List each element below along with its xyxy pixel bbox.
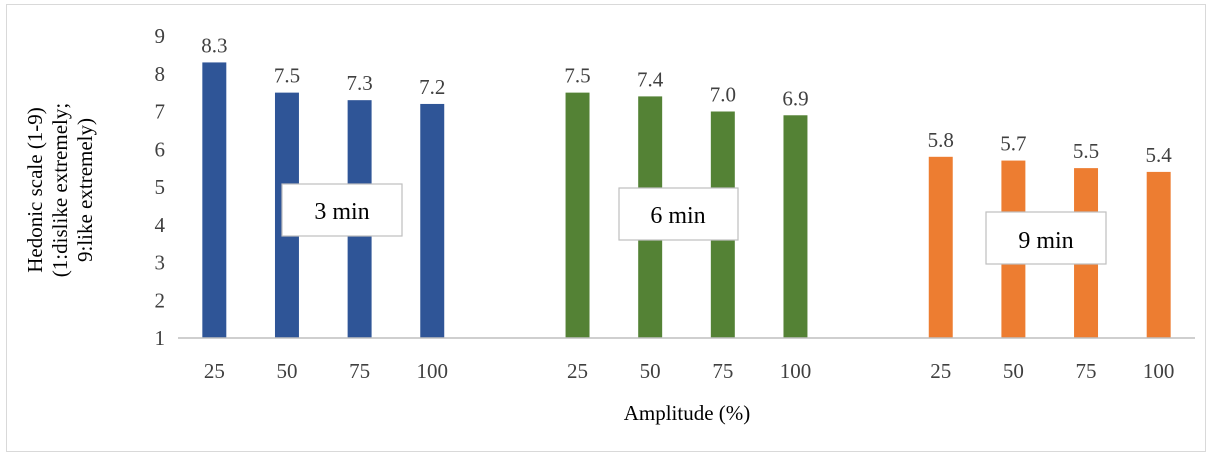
bar <box>420 103 445 338</box>
x-tick-label: 100 <box>780 359 812 383</box>
x-tick-label: 100 <box>1143 359 1175 383</box>
data-label: 7.5 <box>564 64 590 88</box>
data-label: 5.8 <box>928 128 954 152</box>
y-tick-label: 8 <box>155 62 166 86</box>
group-annotation-label: 6 min <box>650 203 705 229</box>
y-tick-label: 2 <box>155 288 166 312</box>
x-tick-label: 75 <box>349 359 370 383</box>
x-tick-label: 100 <box>417 359 449 383</box>
group-annotations: 3 min 6 min 9 min <box>281 183 1107 265</box>
y-tick-label: 1 <box>155 326 166 350</box>
bar <box>202 62 227 339</box>
group-annotation-box <box>618 187 739 241</box>
x-tick-label: 50 <box>640 359 661 383</box>
group-annotation-label: 9 min <box>1018 228 1073 254</box>
data-label: 7.4 <box>637 67 664 91</box>
data-label: 7.2 <box>419 75 445 99</box>
data-label: 5.7 <box>1000 132 1026 156</box>
y-tick-label: 7 <box>155 100 166 124</box>
y-tick-label: 9 <box>155 24 166 48</box>
bar <box>1146 171 1171 338</box>
data-label: 5.4 <box>1146 143 1173 167</box>
y-tick-label: 4 <box>155 213 166 237</box>
x-tick-label: 75 <box>1076 359 1097 383</box>
x-axis-title: Amplitude (%) <box>624 401 751 425</box>
y-axis-title-line-2: (1:dislike extremely; <box>48 103 72 277</box>
bar <box>565 92 590 338</box>
group-annotation-box <box>281 183 403 237</box>
data-label: 6.9 <box>782 86 808 110</box>
bar <box>928 156 953 338</box>
y-tick-label: 3 <box>155 251 166 275</box>
y-axis: 1 2 3 4 5 6 7 8 9 <box>155 24 166 350</box>
x-tick-label: 50 <box>1003 359 1024 383</box>
data-label: 5.5 <box>1073 139 1099 163</box>
y-tick-label: 6 <box>155 137 166 161</box>
x-tick-label: 50 <box>276 359 297 383</box>
group-annotation-label: 3 min <box>314 199 369 225</box>
data-label: 7.3 <box>346 71 372 95</box>
y-tick-label: 5 <box>155 175 166 199</box>
x-tick-label: 25 <box>204 359 225 383</box>
x-tick-label: 75 <box>712 359 733 383</box>
x-tick-label: 25 <box>930 359 951 383</box>
group-annotation-box <box>985 211 1107 265</box>
data-label: 7.5 <box>274 64 300 88</box>
y-axis-title-line-3: 9:like extremely) <box>73 118 97 262</box>
x-tick-label: 25 <box>567 359 588 383</box>
data-label: 7.0 <box>710 83 736 107</box>
x-axis-tick-labels: 25 50 75 100 25 50 75 100 25 50 75 100 <box>204 359 1175 383</box>
y-axis-title: Hedonic scale (1-9) (1:dislike extremely… <box>23 103 97 277</box>
data-label: 8.3 <box>201 33 227 57</box>
bars <box>202 62 1171 339</box>
bar <box>783 115 808 339</box>
data-labels: 8.3 7.5 7.3 7.2 7.5 7.4 7.0 6.9 5.8 5.7 5.5 5.4 <box>201 33 1172 166</box>
y-axis-title-line-1: Hedonic scale (1-9) <box>23 107 47 273</box>
